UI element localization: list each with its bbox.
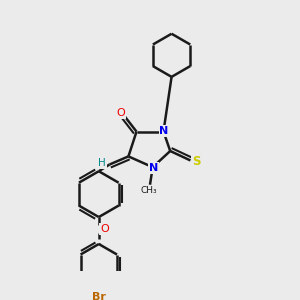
Text: O: O <box>117 108 125 118</box>
Text: N: N <box>148 163 158 173</box>
Text: CH₃: CH₃ <box>140 186 157 195</box>
Text: H: H <box>98 158 106 168</box>
Text: Br: Br <box>92 292 106 300</box>
Text: S: S <box>192 155 201 168</box>
Text: O: O <box>100 224 109 234</box>
Text: N: N <box>159 126 169 136</box>
